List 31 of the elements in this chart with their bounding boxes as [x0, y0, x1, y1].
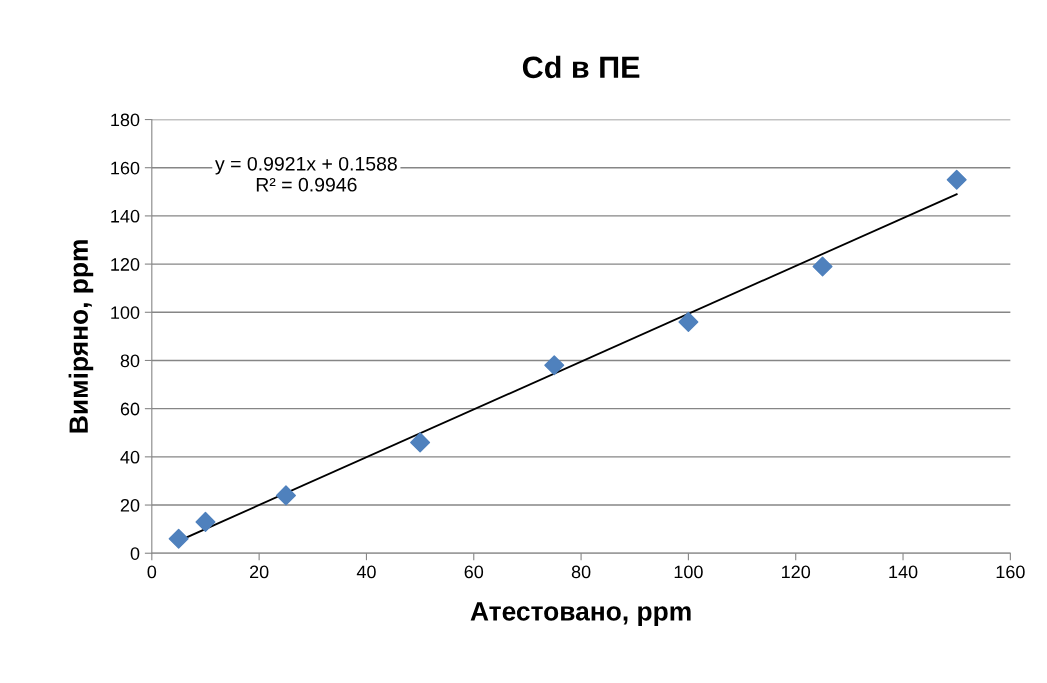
x-tick-label: 0 — [147, 565, 157, 579]
point — [275, 485, 296, 506]
y-tick-label: 180 — [111, 113, 140, 127]
y-tick-label: 40 — [120, 450, 140, 464]
y-axis-title: Виміряно, ppm — [68, 240, 94, 433]
y-tick-label: 20 — [120, 498, 140, 512]
point — [678, 311, 699, 332]
point — [168, 528, 189, 549]
y-tick-label: 100 — [111, 306, 140, 319]
point — [195, 511, 216, 532]
x-tick-label: 60 — [464, 565, 484, 579]
point — [812, 256, 833, 277]
annotation: y = 0.9921x + 0.1588 R² = 0.9946 — [215, 156, 397, 192]
y-tick-label: 60 — [120, 402, 140, 416]
y-tick-label: 80 — [120, 354, 140, 368]
x-axis-title: Атестовано, ppm — [470, 602, 691, 626]
x-tick-label: 160 — [996, 565, 1025, 579]
x-tick-label: 40 — [356, 565, 376, 579]
y-tick-label: 160 — [111, 161, 140, 175]
x-tick-label: 20 — [250, 565, 269, 579]
x-tick-label: 100 — [674, 565, 703, 579]
x-tick-label: 80 — [571, 565, 591, 579]
x-tick-label: 120 — [782, 565, 811, 579]
y-tick-label: 120 — [111, 258, 140, 271]
point — [946, 169, 967, 190]
y-tick-label: 0 — [130, 547, 140, 560]
y-tick-label: 140 — [111, 209, 140, 223]
point — [544, 355, 565, 376]
chart-title: Cd в ПЕ — [522, 55, 640, 79]
x-tick-label: 140 — [889, 565, 918, 579]
point — [410, 432, 431, 453]
